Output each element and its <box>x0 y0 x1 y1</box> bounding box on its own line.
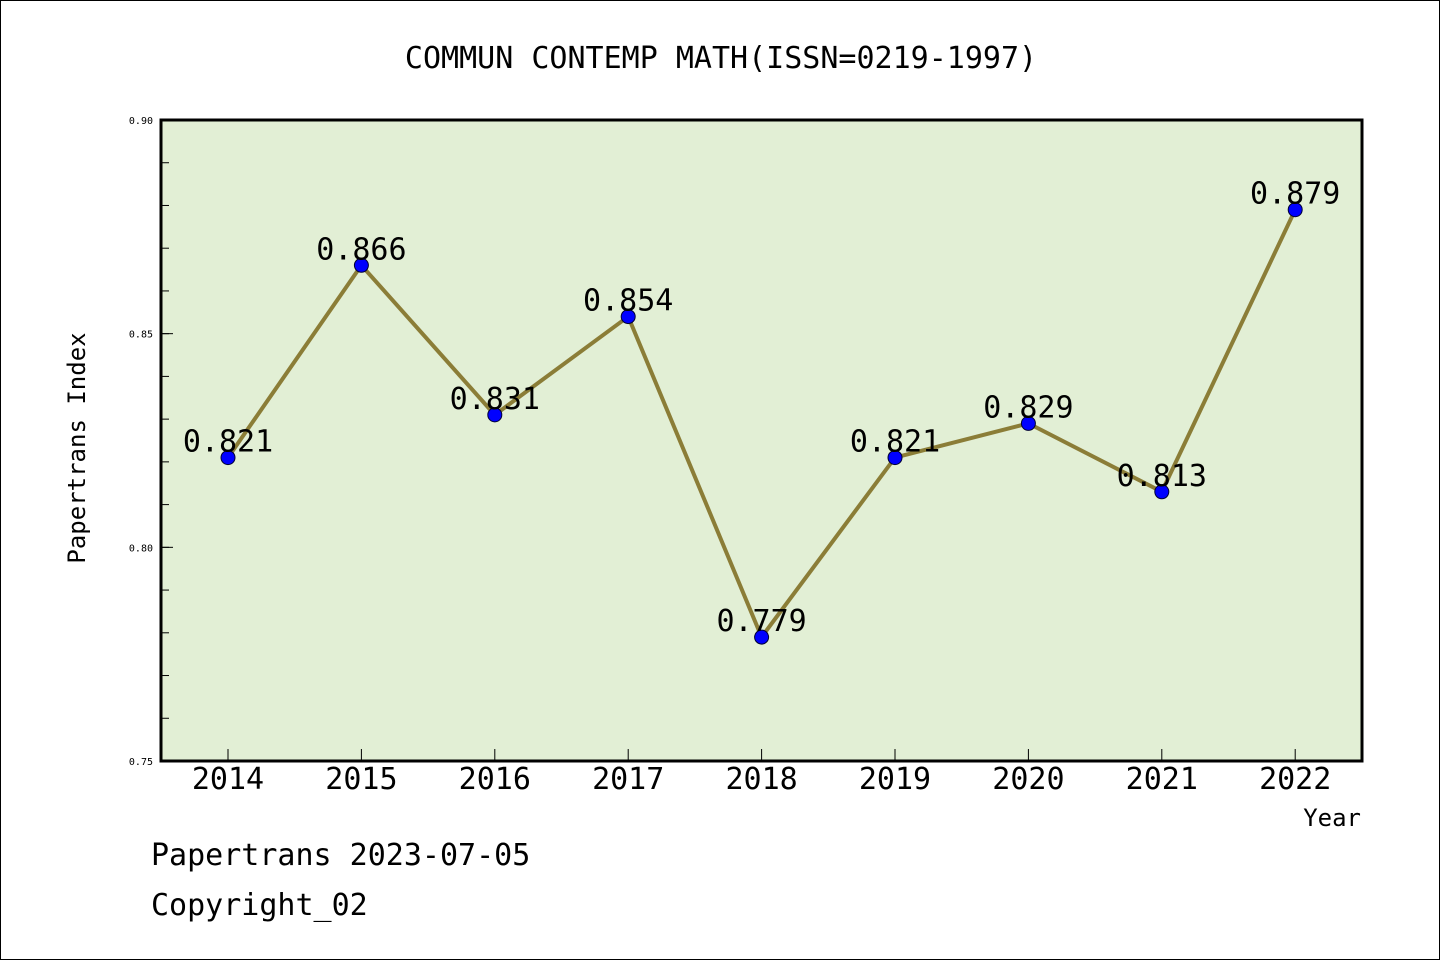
data-point <box>620 309 636 325</box>
y-tick-label: 0.90 <box>129 116 153 127</box>
data-label: 0.821 <box>183 425 273 460</box>
data-point <box>1287 202 1303 218</box>
data-point <box>220 450 236 466</box>
data-point <box>487 407 503 423</box>
data-point <box>754 629 770 645</box>
y-tick-label: 0.80 <box>129 543 153 554</box>
footer-date-line: Papertrans 2023-07-05 <box>151 838 530 873</box>
data-label: 0.854 <box>583 284 673 319</box>
data-point <box>1020 415 1036 431</box>
data-label: 0.831 <box>450 382 540 417</box>
data-label: 0.879 <box>1250 177 1340 212</box>
data-label: 0.821 <box>850 425 940 460</box>
data-points <box>220 202 1303 645</box>
data-label: 0.866 <box>316 232 406 267</box>
x-tick-label: 2014 <box>192 762 264 797</box>
data-point <box>1154 484 1170 500</box>
chart-title: COMMUN CONTEMP MATH(ISSN=0219-1997) <box>405 41 1037 76</box>
y-tick-label: 0.75 <box>129 757 153 768</box>
data-point <box>353 257 369 273</box>
plot-area <box>159 118 1364 763</box>
y-axis-label: Papertrans Index <box>63 332 91 563</box>
x-tick-label: 2018 <box>725 762 797 797</box>
x-tick-label: 2022 <box>1259 762 1331 797</box>
x-axis-ticks: 2014 2015 2016 2017 2018 2019 2020 2021 2022 <box>192 749 1331 797</box>
footer-copyright: Copyright_02 <box>151 888 368 923</box>
data-label: 0.813 <box>1117 459 1207 494</box>
data-point <box>887 450 903 466</box>
data-label: 0.829 <box>983 390 1073 425</box>
y-axis-ticks: 0.75 0.80 0.85 0.90 <box>129 116 173 768</box>
x-tick-label: 2019 <box>859 762 931 797</box>
x-tick-label: 2015 <box>325 762 397 797</box>
data-labels: 0.821 0.866 0.831 0.854 0.779 0.821 0.829 0.813… <box>183 177 1341 639</box>
x-tick-label: 2021 <box>1126 762 1198 797</box>
x-axis-label: Year <box>1303 804 1361 832</box>
x-tick-label: 2016 <box>459 762 531 797</box>
x-tick-label: 2017 <box>592 762 664 797</box>
y-tick-label: 0.85 <box>129 330 153 341</box>
data-label: 0.779 <box>716 604 806 639</box>
x-tick-label: 2020 <box>992 762 1064 797</box>
